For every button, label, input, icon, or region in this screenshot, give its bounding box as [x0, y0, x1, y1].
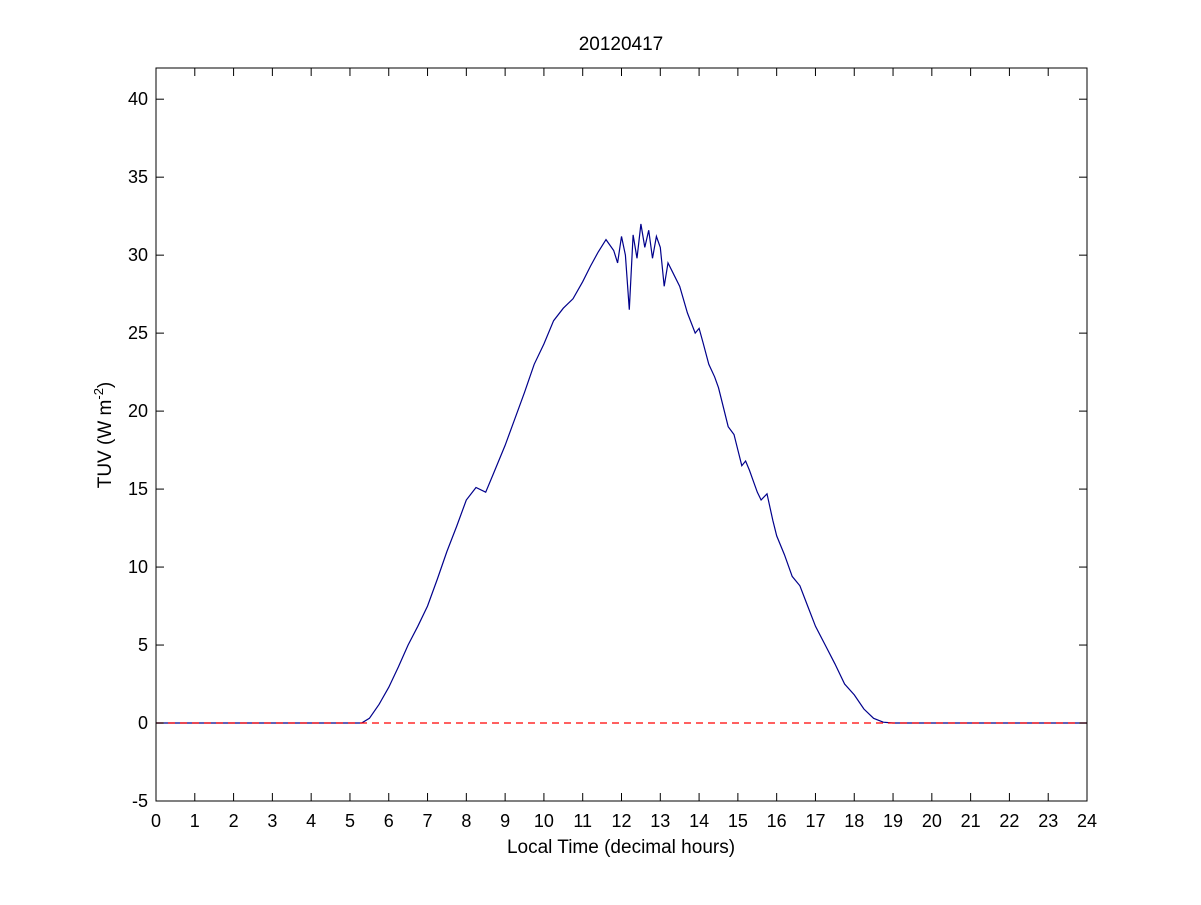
y-tick-label: 30: [128, 245, 148, 265]
x-tick-label: 11: [573, 811, 592, 831]
x-tick-label: 6: [384, 811, 394, 831]
x-tick-label: 9: [500, 811, 510, 831]
chart-title: 20120417: [579, 34, 664, 55]
y-axis-label: TUV (W m-2): [91, 382, 116, 489]
y-tick-label: 0: [138, 713, 148, 733]
x-tick-label: 7: [423, 811, 433, 831]
y-tick-label: 25: [128, 323, 148, 343]
x-tick-label: 18: [844, 811, 864, 831]
y-axis-label-main: TUV (W m: [95, 400, 116, 489]
x-tick-label: 17: [805, 811, 825, 831]
y-tick-label: 5: [138, 635, 148, 655]
y-axis-label-superscript: -2: [91, 388, 106, 400]
ticks-layer: 0 1 2 3 4 5 6 7 8 9 10 11 12 13 14 15 16 17 18 19 20 21 22 23 24…: [128, 68, 1097, 831]
x-tick-label: 8: [461, 811, 471, 831]
x-tick-label: 2: [229, 811, 239, 831]
series-layer: [156, 223, 1087, 724]
plot-frame: [155, 67, 1088, 802]
x-tick-label: 22: [999, 811, 1019, 831]
y-axis-label-suffix: ): [95, 382, 116, 388]
y-tick-label: 20: [128, 401, 148, 421]
x-tick-label: 15: [728, 811, 748, 831]
y-tick-label: 15: [128, 479, 148, 499]
x-tick-label: 24: [1077, 811, 1097, 831]
x-tick-label: 23: [1038, 811, 1058, 831]
x-tick-label: 20: [922, 811, 942, 831]
x-tick-label: 4: [306, 811, 316, 831]
y-tick-label: 10: [128, 557, 148, 577]
plot-area: [156, 68, 1087, 801]
x-tick-label: 10: [534, 811, 554, 831]
x-tick-label: 12: [611, 811, 631, 831]
y-tick-label: 40: [128, 89, 148, 109]
y-tick-label: -5: [132, 791, 148, 811]
x-tick-label: 5: [345, 811, 355, 831]
x-axis-label: Local Time (decimal hours): [507, 837, 735, 858]
x-tick-label: 21: [961, 811, 981, 831]
x-tick-label: 0: [151, 811, 161, 831]
tuv-series-line: [156, 223, 1087, 724]
x-tick-label: 13: [650, 811, 670, 831]
x-tick-label: 14: [689, 811, 709, 831]
x-tick-label: 3: [267, 811, 277, 831]
x-tick-label: 16: [767, 811, 787, 831]
y-tick-label: 35: [128, 167, 148, 187]
x-tick-label: 1: [190, 811, 200, 831]
x-tick-label: 19: [883, 811, 903, 831]
